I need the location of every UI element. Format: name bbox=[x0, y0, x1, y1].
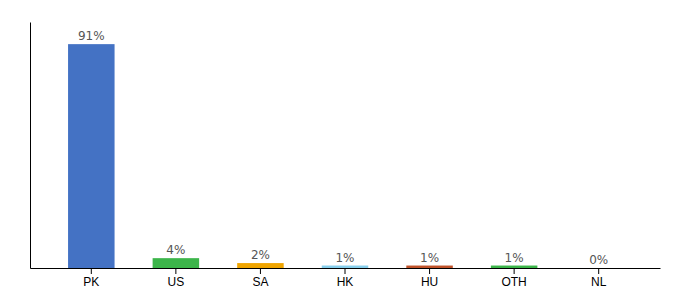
data-label: 91% bbox=[78, 29, 105, 43]
y-axis bbox=[30, 23, 31, 269]
data-label: 2% bbox=[251, 248, 270, 262]
y-axis-line bbox=[30, 23, 31, 269]
x-tick-label: NL bbox=[591, 275, 607, 289]
x-tick-label: PK bbox=[83, 275, 99, 289]
data-label: 4% bbox=[166, 243, 185, 257]
x-tick: PK bbox=[83, 268, 99, 289]
data-label: 1% bbox=[505, 251, 524, 265]
bar bbox=[406, 266, 453, 268]
bar bbox=[575, 268, 622, 269]
x-tick-mark bbox=[345, 268, 346, 274]
data-label: 0% bbox=[589, 253, 608, 267]
x-axis: PK US SA HK HU OTH NL bbox=[31, 268, 661, 289]
x-tick: HK bbox=[337, 268, 354, 289]
bar bbox=[237, 263, 284, 268]
x-tick-mark bbox=[598, 268, 599, 274]
x-tick-label: HU bbox=[421, 275, 438, 289]
chart: PK US SA HK HU OTH NL 91% 4% 2% 1% 1% 1% 0% bbox=[0, 0, 680, 300]
data-label: 1% bbox=[420, 251, 439, 265]
plot: PK US SA HK HU OTH NL 91% 4% 2% 1% 1% 1% 0% bbox=[31, 23, 661, 289]
x-tick: SA bbox=[252, 268, 268, 289]
x-tick-mark bbox=[175, 268, 176, 274]
x-tick-mark bbox=[260, 268, 261, 274]
x-tick: US bbox=[168, 268, 185, 289]
x-tick-mark bbox=[429, 268, 430, 274]
bar bbox=[153, 258, 200, 268]
x-tick-label: HK bbox=[337, 275, 354, 289]
data-labels: 91% 4% 2% 1% 1% 1% 0% bbox=[78, 29, 608, 267]
x-tick-mark bbox=[91, 268, 92, 274]
data-label: 1% bbox=[335, 251, 354, 265]
bar bbox=[491, 266, 538, 268]
x-tick: HU bbox=[421, 268, 438, 289]
x-tick: OTH bbox=[501, 268, 526, 289]
x-tick-mark bbox=[514, 268, 515, 274]
bar bbox=[322, 266, 369, 268]
x-tick: NL bbox=[591, 268, 607, 289]
bars bbox=[68, 44, 537, 268]
x-tick-label: SA bbox=[252, 275, 268, 289]
x-tick-label: US bbox=[168, 275, 185, 289]
bar bbox=[68, 44, 115, 268]
x-tick-label: OTH bbox=[501, 275, 526, 289]
